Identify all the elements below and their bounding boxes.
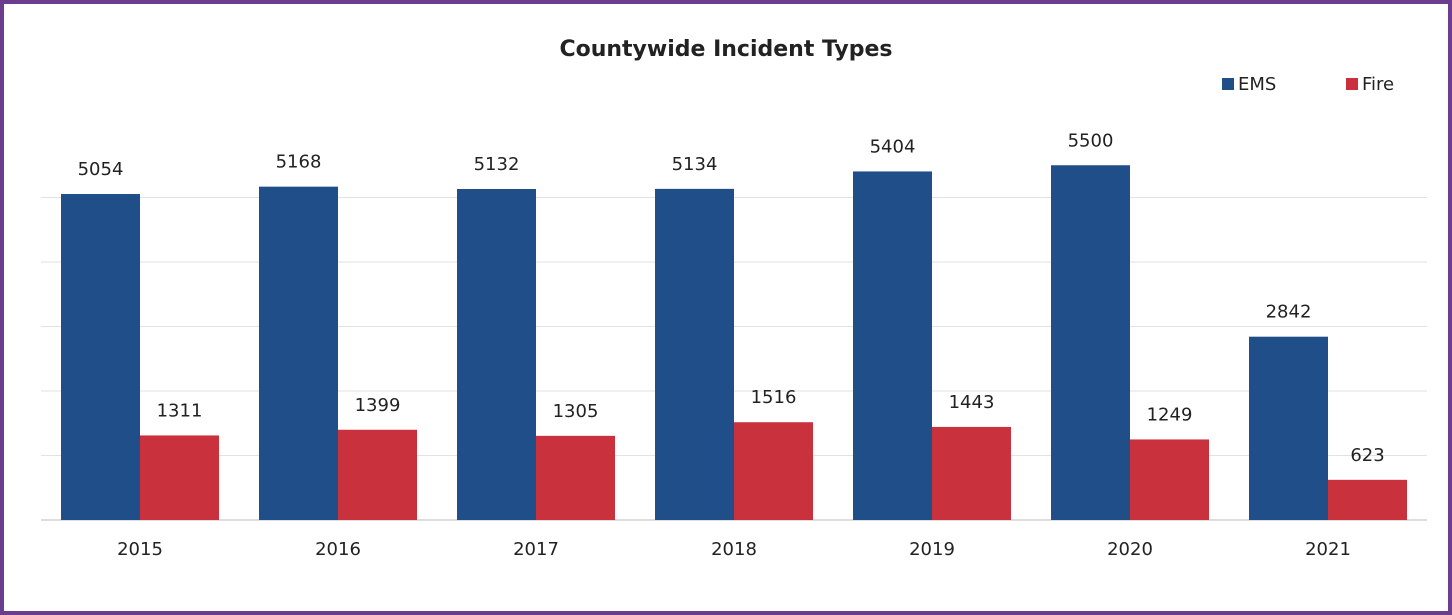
bar bbox=[140, 435, 219, 520]
legend-swatch bbox=[1222, 78, 1234, 90]
data-label: 5168 bbox=[276, 152, 322, 173]
bar bbox=[338, 429, 417, 520]
x-tick-label: 2019 bbox=[909, 539, 955, 560]
x-tick-label: 2016 bbox=[315, 539, 361, 560]
data-label: 623 bbox=[1350, 445, 1384, 466]
bar bbox=[61, 194, 140, 520]
x-tick-label: 2015 bbox=[117, 539, 163, 560]
chart-title: Countywide Incident Types bbox=[559, 37, 892, 62]
bar bbox=[932, 426, 1011, 520]
bar bbox=[655, 188, 734, 520]
x-tick-label: 2018 bbox=[711, 539, 757, 560]
data-label: 5134 bbox=[672, 154, 718, 175]
data-label: 1249 bbox=[1147, 404, 1193, 425]
data-label: 5500 bbox=[1068, 130, 1114, 151]
data-label: 1311 bbox=[157, 400, 203, 421]
bar bbox=[1249, 336, 1328, 520]
data-label: 5054 bbox=[78, 159, 124, 180]
legend-label: EMS bbox=[1238, 74, 1276, 95]
data-label: 5132 bbox=[474, 154, 520, 175]
data-label: 2842 bbox=[1266, 302, 1312, 323]
bar bbox=[259, 186, 338, 520]
data-label: 1305 bbox=[553, 401, 599, 422]
data-label: 5404 bbox=[870, 136, 916, 157]
bar bbox=[457, 188, 536, 520]
legend-label: Fire bbox=[1362, 74, 1394, 95]
legend-swatch bbox=[1346, 78, 1358, 90]
x-tick-label: 2020 bbox=[1107, 539, 1153, 560]
data-label: 1516 bbox=[751, 387, 797, 408]
bar bbox=[734, 422, 813, 520]
x-tick-label: 2017 bbox=[513, 539, 559, 560]
bar bbox=[536, 435, 615, 520]
bar bbox=[1328, 479, 1407, 520]
bar bbox=[1051, 165, 1130, 520]
bar bbox=[853, 171, 932, 520]
data-label: 1399 bbox=[355, 395, 401, 416]
data-label: 1443 bbox=[949, 392, 995, 413]
bar bbox=[1130, 439, 1209, 520]
x-tick-label: 2021 bbox=[1305, 539, 1351, 560]
